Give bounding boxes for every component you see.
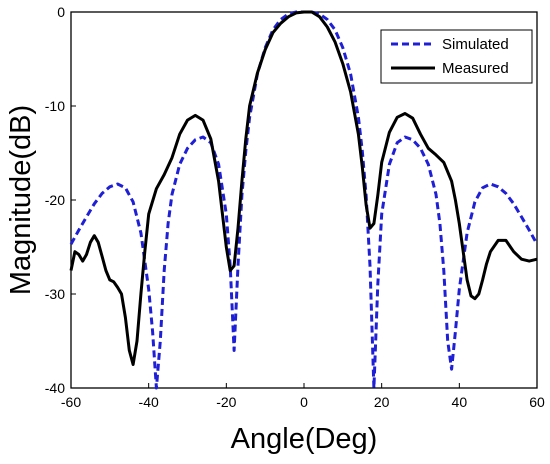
x-tick-label: 60 (529, 394, 545, 410)
x-tick-label: 40 (452, 394, 468, 410)
x-tick-label: -60 (61, 394, 81, 410)
y-axis-ticks: 0 -10 -20 -30 -40 (45, 4, 76, 396)
legend-label-measured: Measured (442, 60, 509, 77)
x-tick-label: 20 (374, 394, 390, 410)
x-tick-label: -20 (216, 394, 236, 410)
x-axis-title: Angle(Deg) (231, 423, 378, 455)
y-tick-label: -30 (45, 286, 65, 302)
legend: Simulated Measured (380, 29, 533, 84)
series-line-measured (69, 10, 538, 366)
y-tick-label: 0 (57, 4, 65, 20)
y-tick-label: -20 (45, 192, 65, 208)
x-tick-label: -40 (139, 394, 159, 410)
x-axis-ticks: -60 -40 -20 0 20 40 60 (61, 383, 545, 410)
x-tick-label: 0 (300, 394, 308, 410)
y-tick-label: -40 (45, 380, 65, 396)
series-group (69, 10, 539, 390)
y-axis-title: Magnitude(dB) (5, 105, 37, 295)
legend-box (380, 29, 533, 84)
legend-label-simulated: Simulated (442, 36, 509, 53)
y-tick-label: -10 (45, 98, 65, 114)
